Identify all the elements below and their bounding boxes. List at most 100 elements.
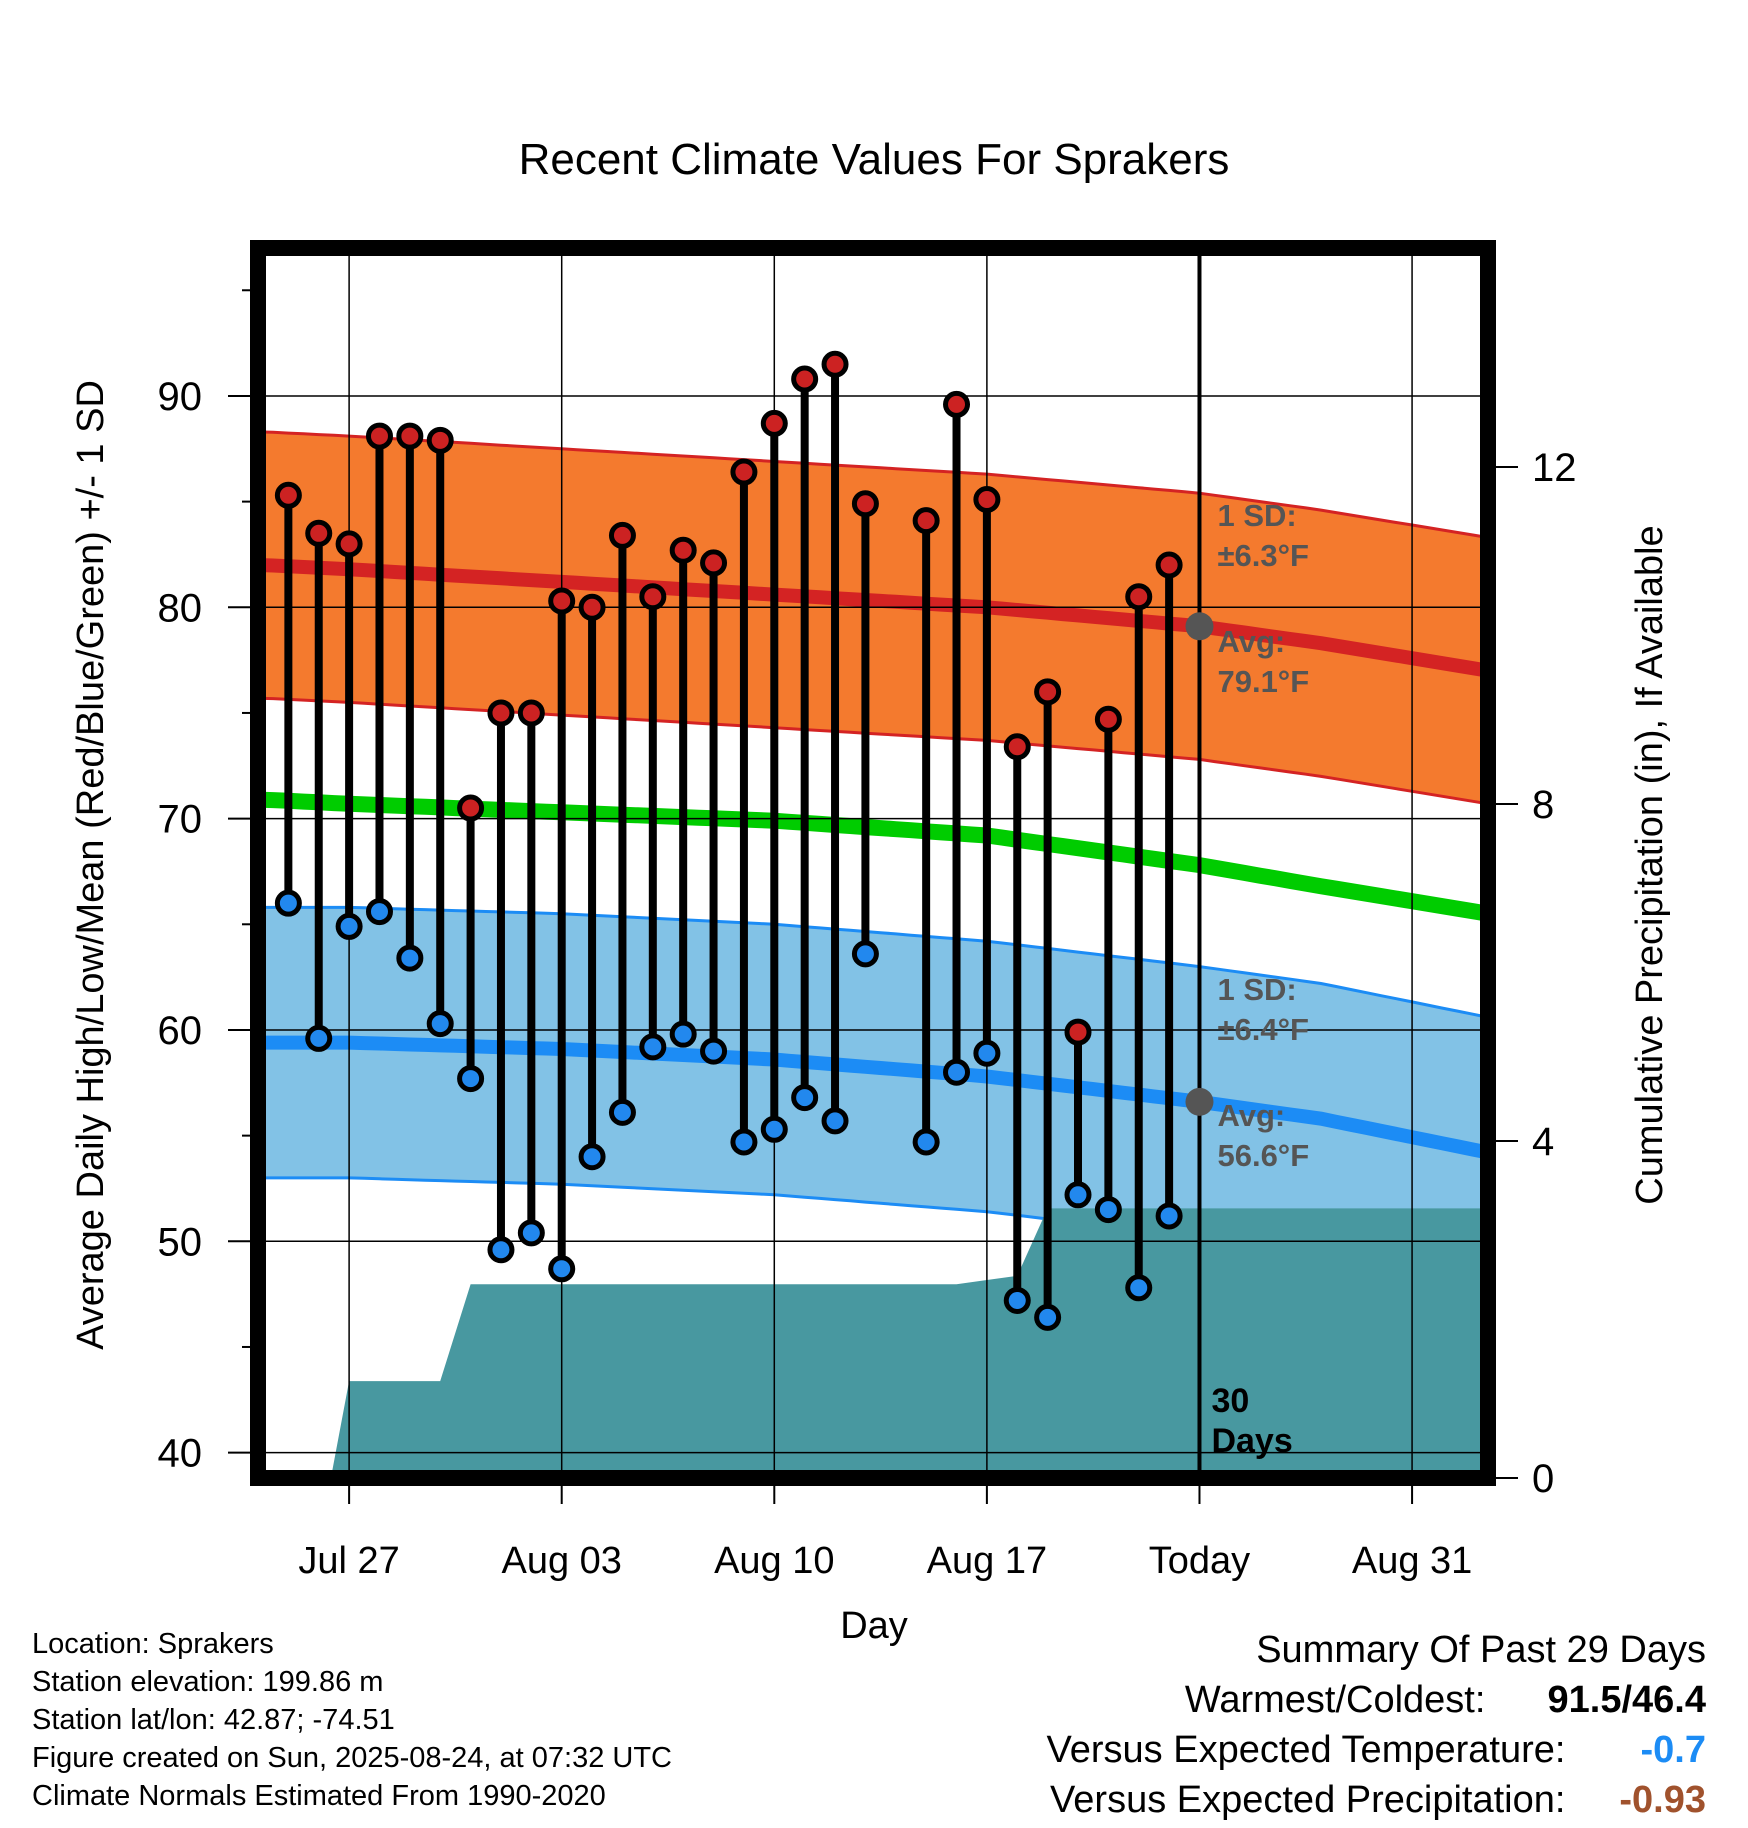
observed-high-point: [912, 507, 940, 535]
summary-precip-row: Versus Expected Precipitation: -0.93: [706, 1775, 1706, 1825]
summary-warmest-row: Warmest/Coldest: 91.5/46.4: [706, 1675, 1706, 1725]
observed-high-point: [1034, 678, 1062, 706]
summary-panel: Summary Of Past 29 Days Warmest/Coldest:…: [706, 1625, 1706, 1825]
observed-low-point: [487, 1236, 515, 1264]
observed-high-point: [639, 583, 667, 611]
created-text: Figure created on Sun, 2025-08-24, at 07…: [32, 1742, 672, 1774]
location-text: Location: Sprakers: [32, 1628, 274, 1660]
y2-axis-label: Cumulative Precipitation (in), If Availa…: [1629, 525, 1671, 1204]
observed-low-point: [457, 1065, 485, 1093]
observed-low-point: [396, 944, 424, 972]
observed-low-point: [730, 1128, 758, 1156]
observed-high-point: [973, 485, 1001, 513]
x-tick-label: Aug 17: [927, 1540, 1047, 1582]
observed-low-point: [669, 1020, 697, 1048]
days-word-label: Days: [1211, 1422, 1292, 1460]
observed-low-point: [1064, 1181, 1092, 1209]
high-sd-label: 1 SD:: [1217, 498, 1296, 533]
plot-area: 1 SD: ±6.3°F Avg: 79.1°F 1 SD: ±6.4°F Avg: 56.6…: [158, 240, 1577, 1582]
observed-low-point: [1094, 1196, 1122, 1224]
y-tick-label: 50: [158, 1220, 203, 1264]
observed-low-point: [973, 1039, 1001, 1067]
observed-high-point: [943, 390, 971, 418]
observed-low-point: [943, 1058, 971, 1086]
observed-high-point: [396, 422, 424, 450]
x-tick-label: Jul 27: [298, 1540, 399, 1582]
y2-tick-label: 4: [1532, 1120, 1554, 1164]
observed-low-point: [608, 1098, 636, 1126]
high-band-lower-edge: [258, 696, 1488, 806]
low-avg-label: Avg:: [1217, 1098, 1285, 1133]
normal-low-line: [258, 1035, 1488, 1160]
high-avg-value: 79.1°F: [1217, 664, 1309, 699]
high-band-upper-edge: [258, 430, 1488, 539]
observed-high-point: [1003, 733, 1031, 761]
observed-high-point: [365, 422, 393, 450]
warmest-label: Warmest/Coldest:: [1184, 1679, 1486, 1721]
observed-high-point: [1064, 1018, 1092, 1046]
observed-high-point: [305, 519, 333, 547]
observed-high-point: [517, 699, 545, 727]
y2-tick-label: 8: [1532, 783, 1554, 827]
observed-high-point: [457, 794, 485, 822]
observed-high-point: [1094, 705, 1122, 733]
warmest-value: 91.5/46.4: [1547, 1679, 1706, 1721]
x-tick-label: Aug 31: [1352, 1540, 1472, 1582]
observed-high-point: [426, 426, 454, 454]
y2-tick-label: 12: [1532, 446, 1577, 490]
x-tick-label: Today: [1149, 1540, 1250, 1582]
high-avg-label: Avg:: [1217, 624, 1285, 659]
observed-low-point: [426, 1010, 454, 1038]
summary-title: Summary Of Past 29 Days: [1256, 1629, 1706, 1671]
observed-low-point: [821, 1107, 849, 1135]
observed-high-point: [1125, 583, 1153, 611]
observed-low-point: [517, 1219, 545, 1247]
high-sd-value: ±6.3°F: [1217, 538, 1308, 573]
y-tick-label: 90: [158, 375, 203, 419]
low-sd-label: 1 SD:: [1217, 972, 1296, 1007]
observed-low-point: [274, 889, 302, 917]
normals-text: Climate Normals Estimated From 1990-2020: [32, 1780, 606, 1812]
elevation-text: Station elevation: 199.86 m: [32, 1666, 384, 1698]
precip-label: Versus Expected Precipitation:: [1050, 1779, 1566, 1821]
observed-low-point: [791, 1084, 819, 1112]
observed-high-point: [851, 490, 879, 518]
days-count-label: 30: [1211, 1382, 1249, 1420]
observed-high-point: [1155, 551, 1183, 579]
observed-high-point: [608, 521, 636, 549]
observed-low-point: [548, 1255, 576, 1283]
low-band-upper-edge: [258, 905, 1488, 1019]
observed-high-point: [700, 549, 728, 577]
observed-high-point: [760, 409, 788, 437]
normal-high-line: [258, 558, 1488, 678]
x-axis-label: Day: [840, 1605, 908, 1647]
precip-area: [264, 1208, 1488, 1478]
plot-frame: [250, 240, 1496, 1486]
temp-value: -0.7: [1640, 1729, 1706, 1771]
y-axis-label: Average Daily High/Low/Mean (Red/Blue/Gr…: [70, 380, 112, 1350]
observed-high-point: [487, 699, 515, 727]
observed-low-point: [1125, 1274, 1153, 1302]
today-normal-high-point: [1185, 612, 1214, 641]
y2-tick-label: 0: [1532, 1457, 1554, 1501]
x-tick-label: Aug 10: [714, 1540, 834, 1582]
observed-low-point: [760, 1115, 788, 1143]
summary-temp-row: Versus Expected Temperature: -0.7: [706, 1725, 1706, 1775]
observed-high-point: [791, 365, 819, 393]
observed-low-point: [1003, 1286, 1031, 1314]
x-tick-label: Aug 03: [501, 1540, 621, 1582]
observed-low-point: [1155, 1202, 1183, 1230]
precip-value: -0.93: [1619, 1779, 1706, 1821]
observed-low-point: [912, 1128, 940, 1156]
observed-high-point: [548, 587, 576, 615]
observed-high-point: [335, 530, 363, 558]
observed-high-point: [730, 458, 758, 486]
observed-high-point: [669, 536, 697, 564]
y-tick-label: 80: [158, 586, 203, 630]
observed-low-point: [700, 1037, 728, 1065]
y-tick-label: 40: [158, 1432, 203, 1476]
chart-title: Recent Climate Values For Sprakers: [519, 135, 1230, 184]
observed-low-point: [639, 1033, 667, 1061]
latlon-text: Station lat/lon: 42.87; -74.51: [32, 1704, 395, 1736]
